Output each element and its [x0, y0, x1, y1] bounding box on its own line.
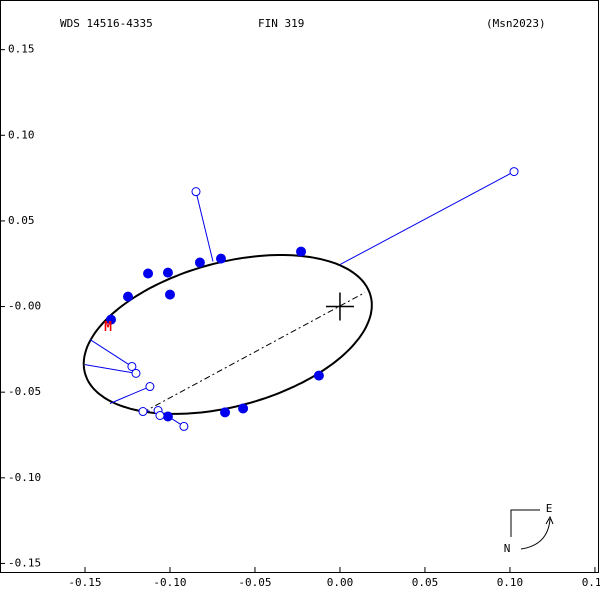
orbit-ellipse	[82, 254, 373, 415]
y-tick-label: -0.15	[8, 556, 41, 569]
y-tick-label: -0.05	[8, 385, 41, 398]
x-tick-label: 0.10	[497, 576, 524, 589]
measure-point	[215, 253, 226, 264]
plot-frame	[0, 0, 599, 573]
reference: (Msn2023)	[486, 17, 546, 30]
x-tick-label: 0.15	[582, 576, 600, 589]
x-tick-label: -0.10	[153, 576, 186, 589]
compass-arrow	[520, 518, 551, 550]
measure-point	[296, 246, 307, 257]
measure-point	[105, 314, 116, 325]
compass: E N	[504, 502, 554, 555]
measure-point	[143, 268, 154, 279]
open-measure-point	[155, 410, 165, 420]
measure-point	[313, 370, 324, 381]
compass-arrowhead	[545, 515, 554, 525]
x-tick-label: 0.00	[327, 576, 354, 589]
open-measure-point	[179, 421, 189, 431]
residual-line	[195, 191, 214, 262]
marker-label: M	[104, 320, 112, 335]
residual-line	[84, 364, 137, 374]
compass-axes	[510, 509, 540, 537]
y-tick-label: 0.10	[8, 128, 35, 141]
measure-point	[162, 267, 173, 278]
x-tick-label: -0.15	[68, 576, 101, 589]
open-measure-point	[127, 361, 137, 371]
compass-north: N	[504, 542, 511, 555]
chart-title: WDS 14516-4335	[60, 17, 153, 30]
y-tick-label: -0.00	[8, 300, 41, 313]
y-tick-label: 0.15	[8, 43, 35, 56]
measure-point	[238, 403, 249, 414]
measure-point	[162, 411, 173, 422]
open-measure-point	[138, 407, 148, 417]
x-tick-label: 0.05	[412, 576, 439, 589]
compass-east: E	[546, 502, 553, 515]
open-measure-point	[509, 167, 519, 177]
primary-star	[325, 292, 354, 321]
x-tick-label: -0.05	[238, 576, 271, 589]
measure-point	[220, 407, 231, 418]
residual-line	[339, 171, 515, 266]
residual-line	[89, 339, 133, 367]
y-tick-label: 0.05	[8, 214, 35, 227]
line-of-nodes	[142, 292, 366, 413]
measure-point	[164, 289, 175, 300]
y-tick-label: -0.10	[8, 471, 41, 484]
open-measure-point	[131, 368, 141, 378]
open-measure-point	[145, 382, 155, 392]
residual-line	[109, 386, 151, 404]
measure-point	[194, 257, 205, 268]
chart-subtitle: FIN 319	[258, 17, 304, 30]
measure-point	[122, 291, 133, 302]
open-measure-point	[191, 187, 201, 197]
